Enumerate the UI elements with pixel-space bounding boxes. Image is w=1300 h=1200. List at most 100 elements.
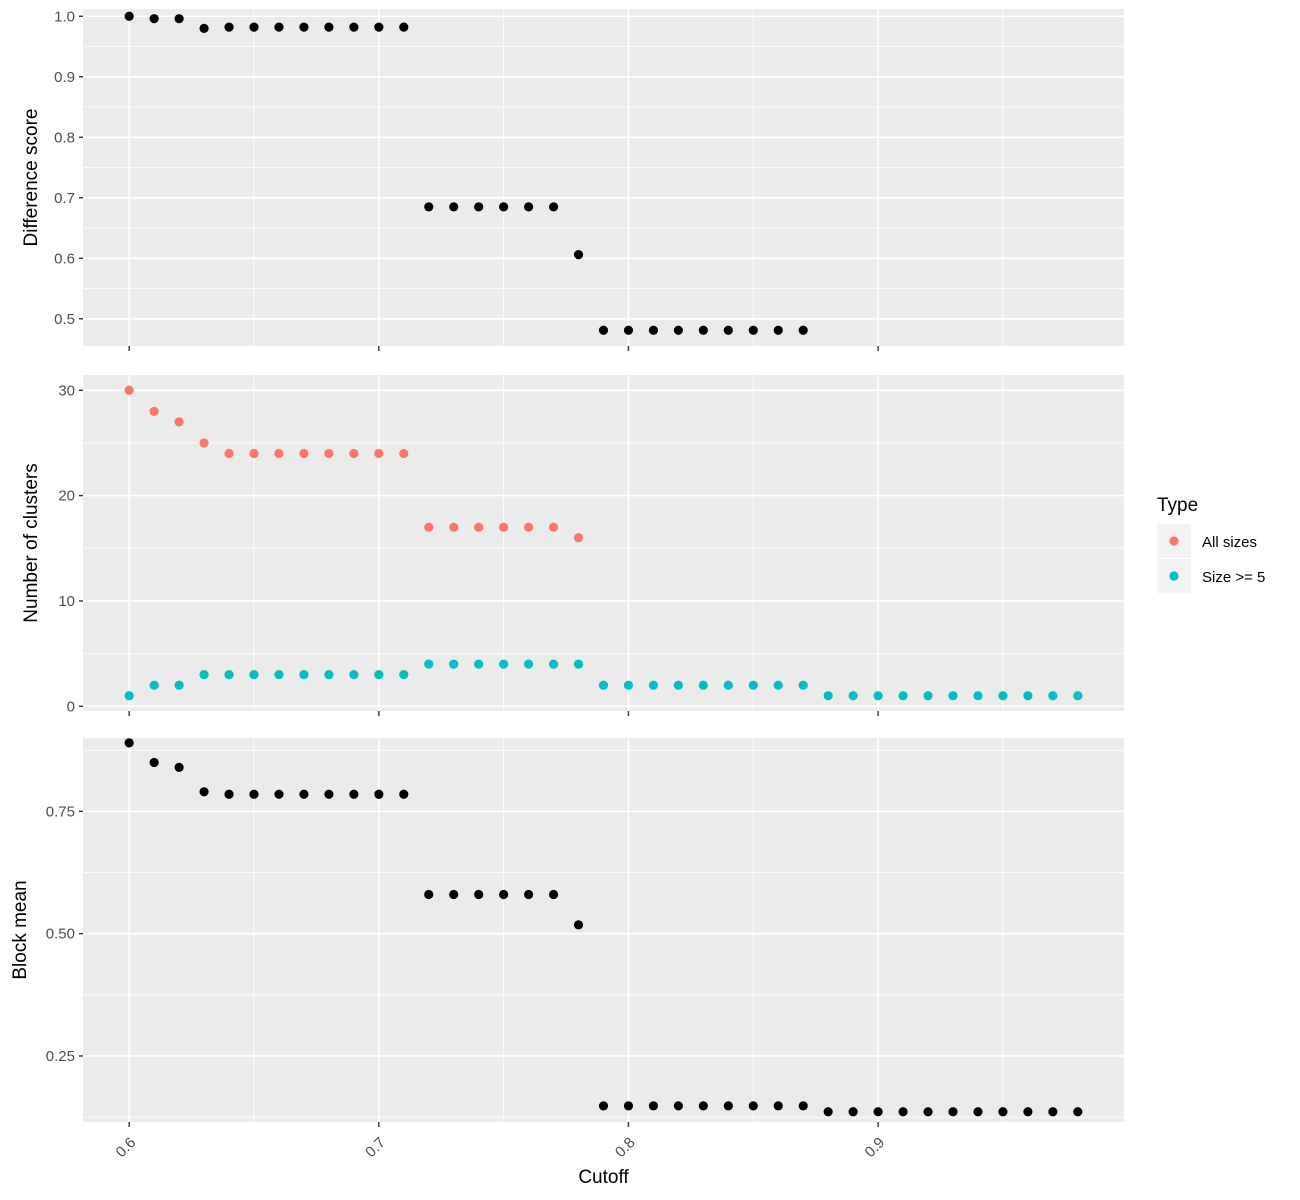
data-point <box>424 889 434 900</box>
data-point <box>124 691 134 701</box>
data-point <box>449 202 459 212</box>
data-point <box>648 1101 659 1111</box>
data-point <box>424 522 434 532</box>
data-point <box>449 522 459 532</box>
data-point <box>973 691 983 701</box>
data-point <box>848 691 858 701</box>
y-tick-label: 0 <box>67 698 75 715</box>
legend: Type All sizes Size >= 5 <box>1157 495 1265 593</box>
data-point <box>324 22 334 32</box>
data-point <box>698 1101 708 1111</box>
data-point <box>374 670 384 680</box>
data-point <box>548 522 559 532</box>
data-point <box>249 448 259 459</box>
x-tick-label: 0.9 <box>862 1134 889 1161</box>
data-point <box>648 325 659 335</box>
legend-label: All sizes <box>1202 534 1257 551</box>
legend-title: Type <box>1157 495 1198 516</box>
data-point <box>149 680 159 690</box>
data-point <box>873 1107 883 1117</box>
panel-background <box>83 738 1124 1122</box>
data-point <box>748 680 758 690</box>
data-point <box>199 23 209 33</box>
data-point <box>598 1101 609 1111</box>
data-point <box>224 448 234 459</box>
data-point <box>948 691 958 701</box>
data-point <box>823 691 833 701</box>
data-point <box>474 889 484 900</box>
data-point <box>723 680 733 690</box>
data-point <box>349 448 359 459</box>
data-point <box>573 920 584 930</box>
data-point <box>573 250 584 260</box>
data-point <box>623 680 634 690</box>
data-point <box>249 789 259 799</box>
data-point <box>1023 1107 1033 1117</box>
data-point <box>299 448 309 459</box>
data-point <box>598 325 609 335</box>
data-point <box>898 691 908 701</box>
panel-background <box>83 375 1124 711</box>
y-tick-label: 30 <box>58 382 75 399</box>
data-point <box>923 691 933 701</box>
data-point <box>174 762 184 772</box>
data-point <box>224 22 234 32</box>
y-tick-label: 1.0 <box>54 8 75 25</box>
data-point <box>249 22 259 32</box>
data-point <box>474 659 484 669</box>
y-tick-label: 0.5 <box>54 311 75 328</box>
data-points <box>124 11 808 335</box>
data-point <box>673 325 683 335</box>
data-point <box>848 1107 858 1117</box>
data-point <box>773 325 783 335</box>
data-point <box>374 448 384 459</box>
panel-background <box>83 9 1124 346</box>
data-point <box>573 533 584 543</box>
x-tick-label: 0.8 <box>612 1134 639 1161</box>
data-point <box>374 789 384 799</box>
data-point <box>199 787 209 797</box>
data-point <box>124 738 134 748</box>
data-point <box>299 670 309 680</box>
data-point <box>524 889 534 900</box>
y-tick-label: 0.25 <box>46 1048 75 1065</box>
data-point <box>923 1107 933 1117</box>
legend-item: All sizes <box>1157 524 1257 558</box>
data-point <box>299 22 309 32</box>
data-point <box>299 789 309 799</box>
data-point <box>349 22 359 32</box>
data-point <box>798 325 808 335</box>
data-point <box>124 385 134 395</box>
legend-swatch <box>1169 571 1179 581</box>
data-points <box>124 738 1083 1117</box>
data-point <box>548 202 559 212</box>
data-point <box>798 680 808 690</box>
data-point <box>1048 1107 1058 1117</box>
data-point <box>798 1101 808 1111</box>
data-point <box>349 789 359 799</box>
data-point <box>499 659 509 669</box>
data-point <box>124 11 134 21</box>
data-point <box>573 659 584 669</box>
data-point <box>648 680 659 690</box>
legend-item: Size >= 5 <box>1157 559 1265 593</box>
data-point <box>399 448 409 459</box>
data-point <box>174 680 184 690</box>
data-point <box>998 691 1008 701</box>
data-point <box>374 22 384 32</box>
data-point <box>349 670 359 680</box>
panel-middle: 0 10 20 30 Number of clusters <box>21 375 1124 716</box>
x-axis-title: Cutoff <box>578 1167 629 1188</box>
data-point <box>424 202 434 212</box>
y-tick-label: 0.7 <box>54 190 75 207</box>
data-point <box>823 1107 833 1117</box>
data-point <box>998 1107 1008 1117</box>
y-axis-title: Number of clusters <box>21 463 42 622</box>
data-point <box>1023 691 1033 701</box>
data-point <box>723 1101 733 1111</box>
data-point <box>948 1107 958 1117</box>
data-point <box>698 680 708 690</box>
y-tick-label: 20 <box>58 488 75 505</box>
data-point <box>174 14 184 24</box>
